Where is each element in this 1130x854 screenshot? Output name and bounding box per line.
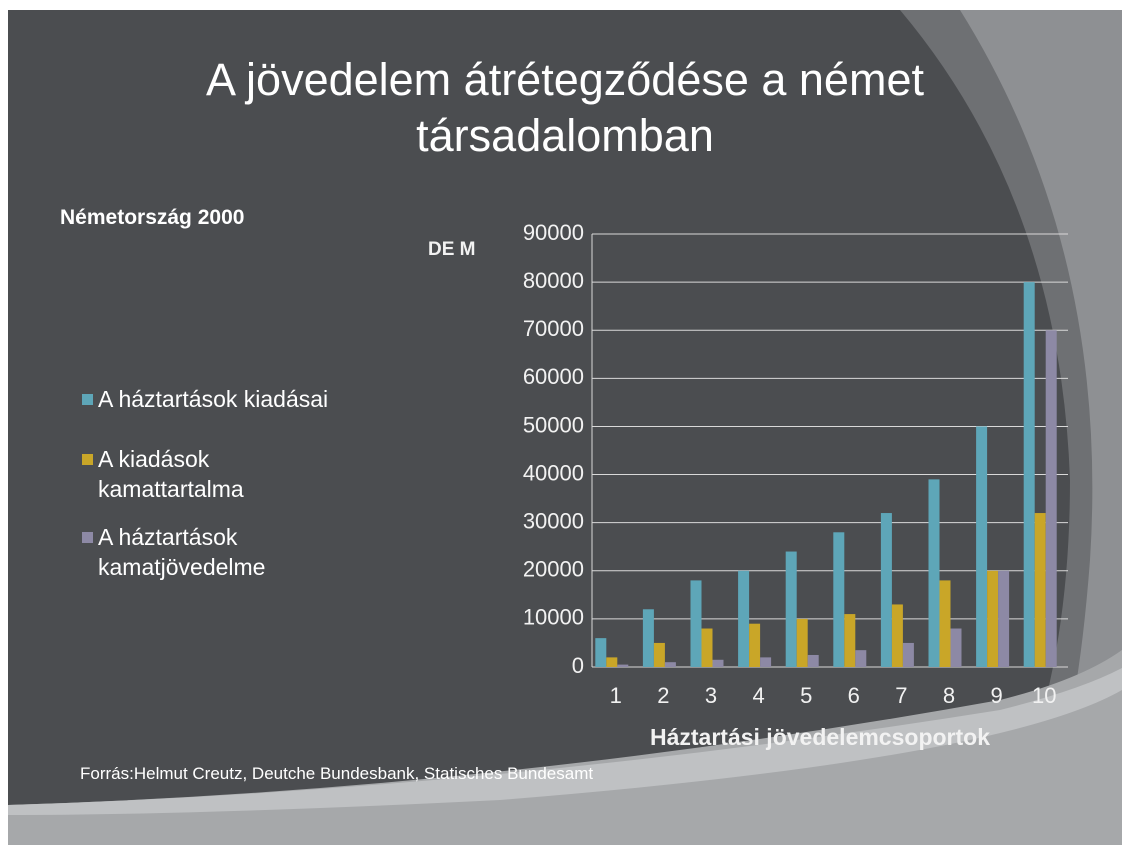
bar — [595, 638, 607, 667]
x-tick-label: 10 — [1032, 683, 1056, 708]
bar — [690, 580, 702, 667]
x-tick-label: 5 — [800, 683, 812, 708]
bar — [939, 580, 951, 667]
y-tick-label: 50000 — [523, 412, 584, 437]
bar — [606, 657, 618, 667]
slide-bg — [8, 10, 1122, 845]
bar — [987, 570, 999, 667]
bar — [902, 642, 914, 667]
x-tick-label: 4 — [752, 683, 764, 708]
bar — [928, 479, 940, 667]
bar — [642, 609, 654, 667]
x-axis-label: Háztartási jövedelemcsoportok — [650, 724, 990, 750]
y-tick-label: 20000 — [523, 557, 584, 582]
bar — [998, 570, 1010, 667]
bar — [807, 654, 819, 667]
bar — [1034, 513, 1046, 667]
bar — [796, 618, 808, 667]
y-tick-label: 60000 — [523, 364, 584, 389]
bar — [738, 570, 750, 667]
y-tick-label: 10000 — [523, 605, 584, 630]
y-tick-label: 0 — [572, 653, 584, 678]
legend-label: A háztartások kiadásai — [98, 386, 329, 412]
legend: A háztartások kiadásai A kiadások kamatta… — [82, 384, 412, 600]
legend-label: A kiadások kamattartalma — [98, 446, 244, 502]
bar — [617, 664, 629, 667]
subtitle: Németország 2000 — [60, 206, 245, 229]
bar — [891, 604, 903, 667]
y-tick-label: 90000 — [523, 220, 584, 245]
legend-item: A háztartások kiadásai — [82, 384, 412, 414]
bar — [760, 657, 772, 667]
y-tick-label: 40000 — [523, 460, 584, 485]
bg-band — [8, 668, 1122, 815]
bar — [880, 513, 892, 667]
legend-swatch — [82, 394, 93, 405]
y-tick-label: 80000 — [523, 268, 584, 293]
title: A jövedelem átrétegződése a német társad… — [206, 54, 924, 161]
bar — [833, 532, 845, 667]
bar — [1045, 330, 1057, 667]
bg-curve — [960, 10, 1122, 845]
legend-swatch — [82, 532, 93, 543]
bar — [653, 642, 665, 667]
bar — [701, 628, 713, 667]
y-tick-label: 30000 — [523, 508, 584, 533]
x-tick-label: 3 — [705, 683, 717, 708]
y-tick-label: 70000 — [523, 316, 584, 341]
bar — [855, 650, 867, 667]
x-tick-label: 8 — [943, 683, 955, 708]
bar — [844, 614, 856, 667]
x-tick-label: 2 — [657, 683, 669, 708]
legend-label: A háztartások kamatjövedelme — [98, 524, 266, 580]
y-axis-label: DE M — [428, 239, 476, 260]
legend-swatch — [82, 454, 93, 465]
x-tick-label: 1 — [610, 683, 622, 708]
bar — [664, 662, 676, 667]
source: Forrás:Helmut Creutz, Deutche Bundesbank… — [80, 764, 594, 783]
bar — [712, 659, 724, 667]
x-tick-label: 6 — [848, 683, 860, 708]
bar — [976, 426, 988, 667]
bar — [1023, 282, 1035, 667]
legend-item: A kiadások kamattartalma — [82, 444, 412, 504]
x-tick-label: 9 — [990, 683, 1002, 708]
bar — [950, 628, 962, 667]
legend-item: A háztartások kamatjövedelme — [82, 522, 412, 582]
x-tick-label: 7 — [895, 683, 907, 708]
bar — [785, 551, 797, 667]
bar — [749, 623, 761, 667]
